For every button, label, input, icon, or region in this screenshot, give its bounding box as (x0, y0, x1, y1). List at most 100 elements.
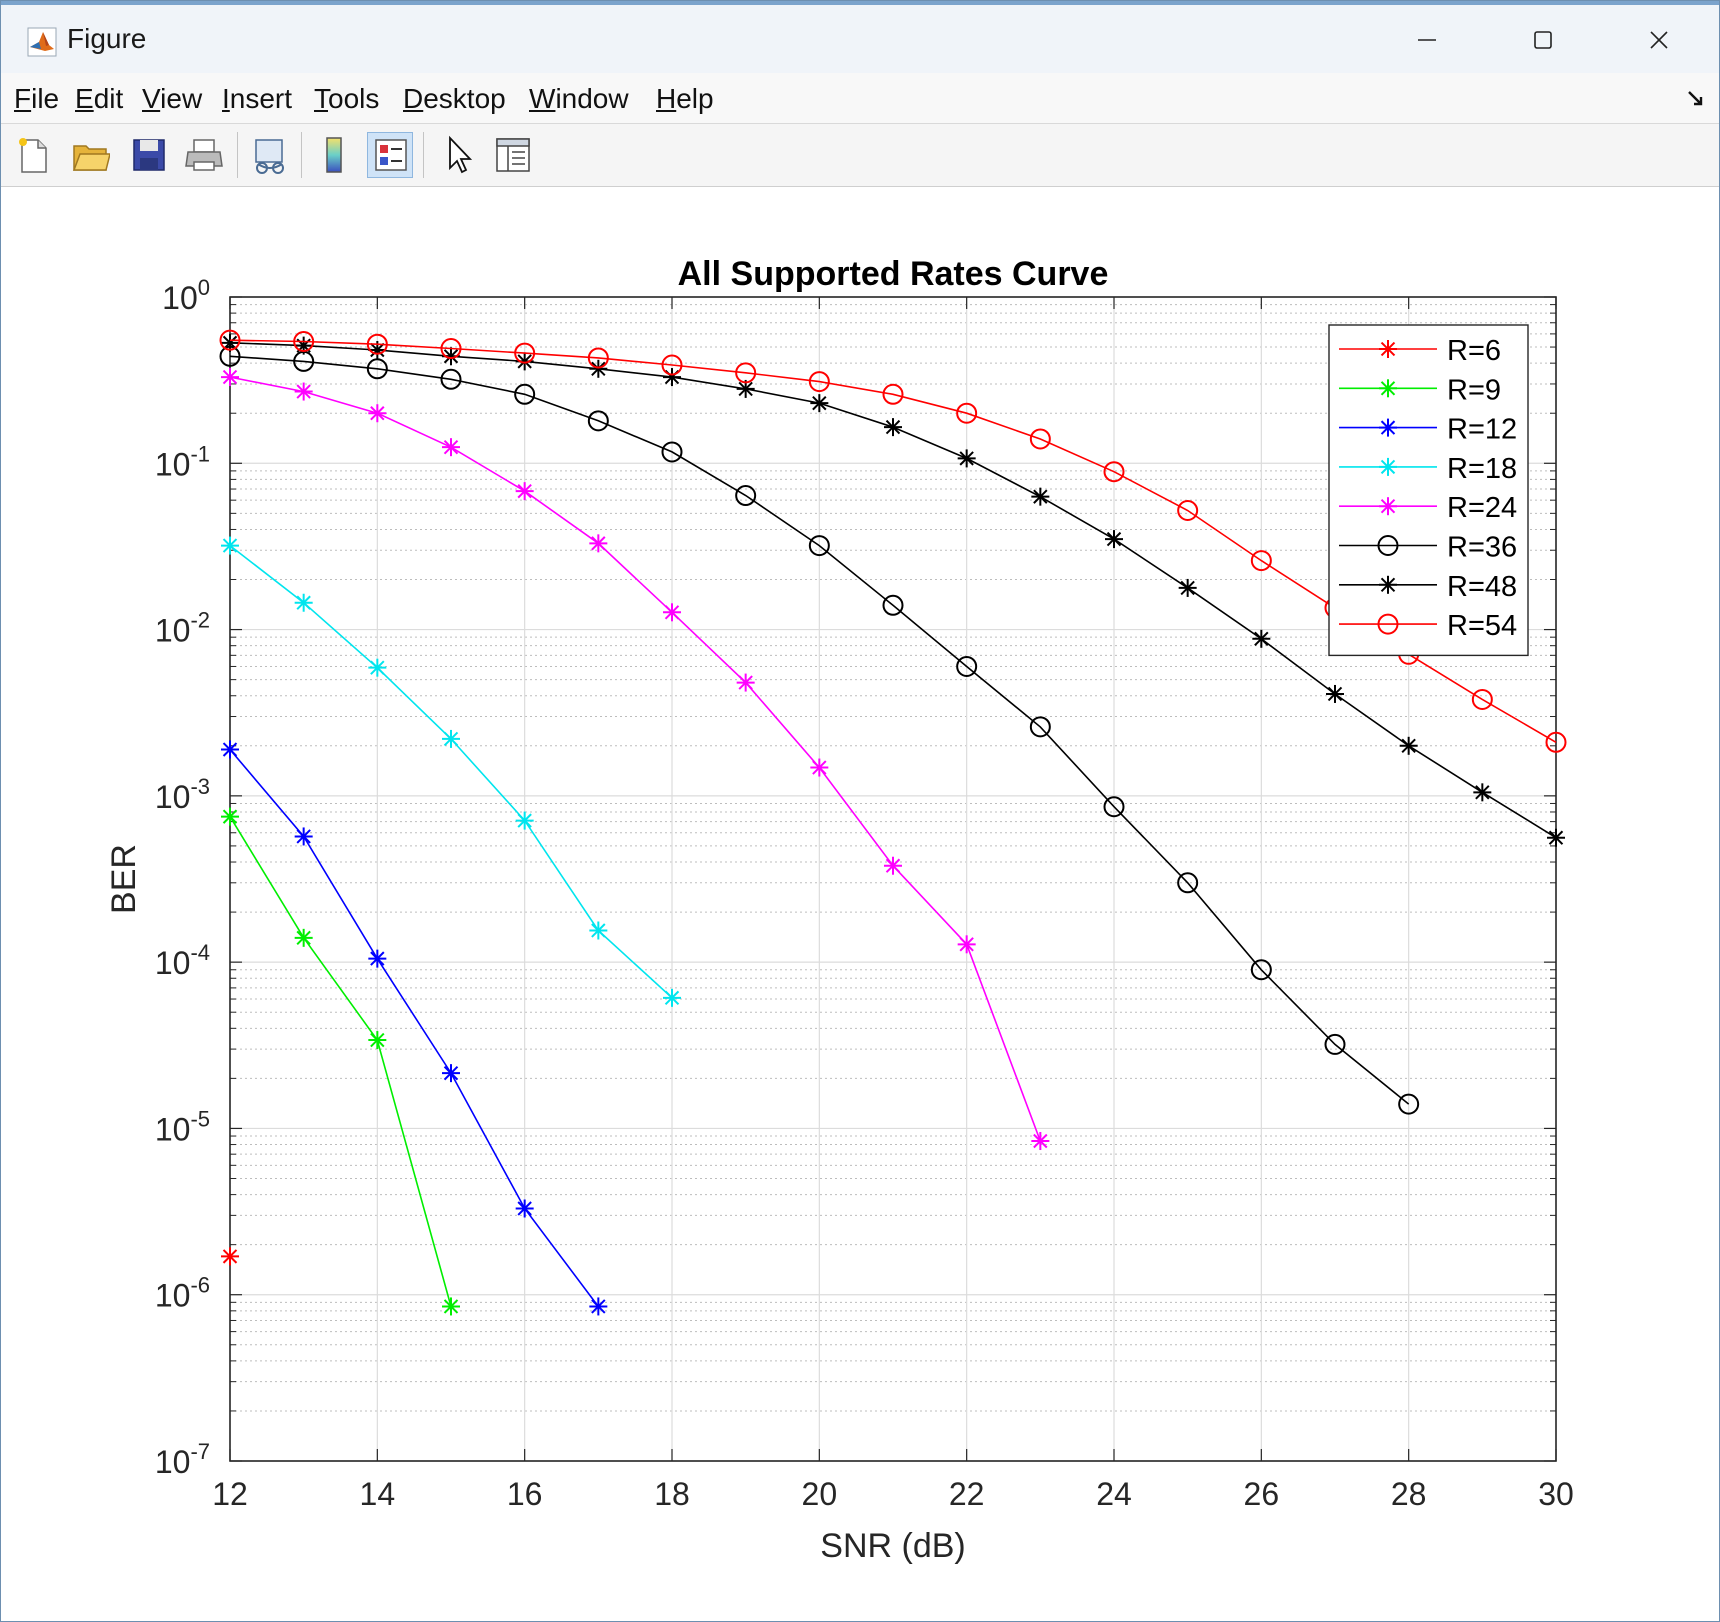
legend[interactable]: R=6 R=9 R=12 R=18 R=24 R=36 R=48 R=54 (1328, 324, 1529, 657)
menu-tools[interactable]: Tools (314, 83, 380, 114)
data-point-r-24 (810, 758, 829, 777)
data-point-r-54 (587, 347, 609, 369)
link-plot-button[interactable] (247, 132, 293, 178)
marker-stroke (443, 1065, 459, 1081)
marker-stroke (370, 1032, 385, 1048)
dock-arrow-icon[interactable] (1685, 87, 1707, 109)
x-tick-label: 20 (802, 1476, 838, 1512)
legend-label: R=6 (1447, 335, 1501, 367)
menu-file[interactable]: File (14, 83, 60, 114)
data-point-r-36 (514, 383, 536, 405)
data-point-r-48 (589, 359, 608, 378)
data-point-r-9 (294, 928, 313, 947)
series-r-9 (221, 807, 460, 1316)
legend-entry-r-48: R=48 (1339, 571, 1517, 603)
series-line-r-24 (229, 376, 1042, 1142)
matlab-logo-icon (27, 27, 57, 57)
legend-label: R=18 (1447, 453, 1517, 485)
menu-help[interactable]: Help (656, 83, 714, 114)
marker-stroke (1380, 420, 1396, 435)
y-tick-exponent: -3 (190, 774, 210, 799)
marker-stroke (222, 809, 238, 824)
series-line-r-9 (229, 816, 452, 1307)
edit-plot-button[interactable] (435, 132, 481, 178)
close-icon (1650, 31, 1668, 49)
insert-legend-button[interactable] (367, 132, 413, 178)
data-point-r-48 (1473, 783, 1492, 802)
data-point-r-12 (221, 740, 239, 759)
y-tick-base: 10 (155, 945, 191, 981)
close-button[interactable] (1629, 15, 1689, 65)
save-figure-icon (133, 139, 165, 171)
legend-entry-r-9: R=9 (1339, 374, 1501, 406)
new-figure-icon (19, 138, 47, 173)
ber-chart: 12 14 16 18 20 22 24 26 28 3010010-110-210-310-41… (105, 255, 1574, 1565)
menu-insert[interactable]: Insert (222, 83, 293, 114)
series-r-24 (221, 368, 1050, 1151)
open-file-button[interactable] (67, 132, 113, 178)
data-point-r-48 (1105, 530, 1123, 549)
property-inspector-button[interactable] (489, 132, 535, 178)
y-tick-base: 10 (155, 1278, 191, 1314)
new-figure-button[interactable] (11, 132, 57, 178)
marker-stroke (222, 335, 238, 351)
marker-stroke (664, 990, 680, 1006)
data-point-r-24 (1031, 1132, 1050, 1151)
marker-stroke (1475, 785, 1490, 800)
legend-marker (1377, 613, 1399, 635)
legend-label: R=24 (1447, 492, 1517, 524)
y-tick-exponent: -7 (190, 1439, 210, 1464)
marker-stroke (591, 361, 606, 376)
insert-colorbar-button[interactable] (311, 132, 357, 178)
menu-window[interactable]: Window (529, 83, 629, 114)
data-point-r-9 (442, 1297, 460, 1316)
data-point-r-48 (1399, 736, 1418, 755)
data-point-r-18 (515, 811, 534, 830)
menu-edit[interactable]: Edit (75, 83, 124, 114)
print-figure-button[interactable] (181, 132, 227, 178)
marker-stroke (1033, 489, 1048, 504)
data-point-r-54 (1029, 428, 1051, 450)
data-point-r-36 (808, 535, 830, 557)
data-point-r-48 (810, 394, 829, 413)
data-point-r-36 (1029, 716, 1051, 738)
marker-stroke (222, 742, 238, 757)
data-point-r-36 (587, 410, 609, 432)
marker-stroke (370, 406, 385, 421)
menu-desktop[interactable]: Desktop (403, 83, 506, 114)
data-point-r-36 (1103, 796, 1125, 818)
legend-label: R=54 (1447, 610, 1517, 642)
data-point-r-36 (1324, 1033, 1346, 1055)
x-tick-label: 18 (654, 1476, 690, 1512)
data-point-r-6 (221, 1247, 239, 1266)
marker-stroke (517, 483, 532, 499)
maximize-button[interactable] (1513, 15, 1573, 65)
data-point-r-36 (1398, 1093, 1420, 1115)
marker-stroke (517, 813, 532, 828)
axes-box (229, 296, 1557, 1462)
data-point-r-48 (1547, 828, 1565, 847)
data-point-r-48 (1326, 684, 1344, 703)
x-tick-label: 30 (1538, 1476, 1574, 1512)
x-axis-label: SNR (dB) (820, 1527, 965, 1565)
y-tick-exponent: 0 (198, 275, 210, 300)
menu-view[interactable]: View (142, 83, 203, 114)
y-tick-base: 10 (155, 1111, 191, 1147)
window-accent-strip (1, 1, 1719, 5)
minimize-button[interactable] (1397, 15, 1457, 65)
series-r-18 (221, 536, 681, 1007)
save-figure-button[interactable] (125, 132, 171, 178)
legend-entry-r-24: R=24 (1339, 492, 1517, 524)
link-plot-icon (255, 139, 284, 174)
marker-stroke (591, 536, 606, 551)
data-point-r-54 (808, 371, 830, 393)
data-point-r-12 (442, 1064, 460, 1083)
x-tick-label: 14 (360, 1476, 396, 1512)
marker-stroke (885, 419, 901, 435)
x-tick-label: 22 (949, 1476, 985, 1512)
y-tick-base: 10 (155, 779, 191, 815)
title-bar[interactable]: Figure (1, 5, 1719, 73)
data-point-r-36 (1177, 872, 1199, 894)
data-point-r-18 (589, 921, 608, 940)
